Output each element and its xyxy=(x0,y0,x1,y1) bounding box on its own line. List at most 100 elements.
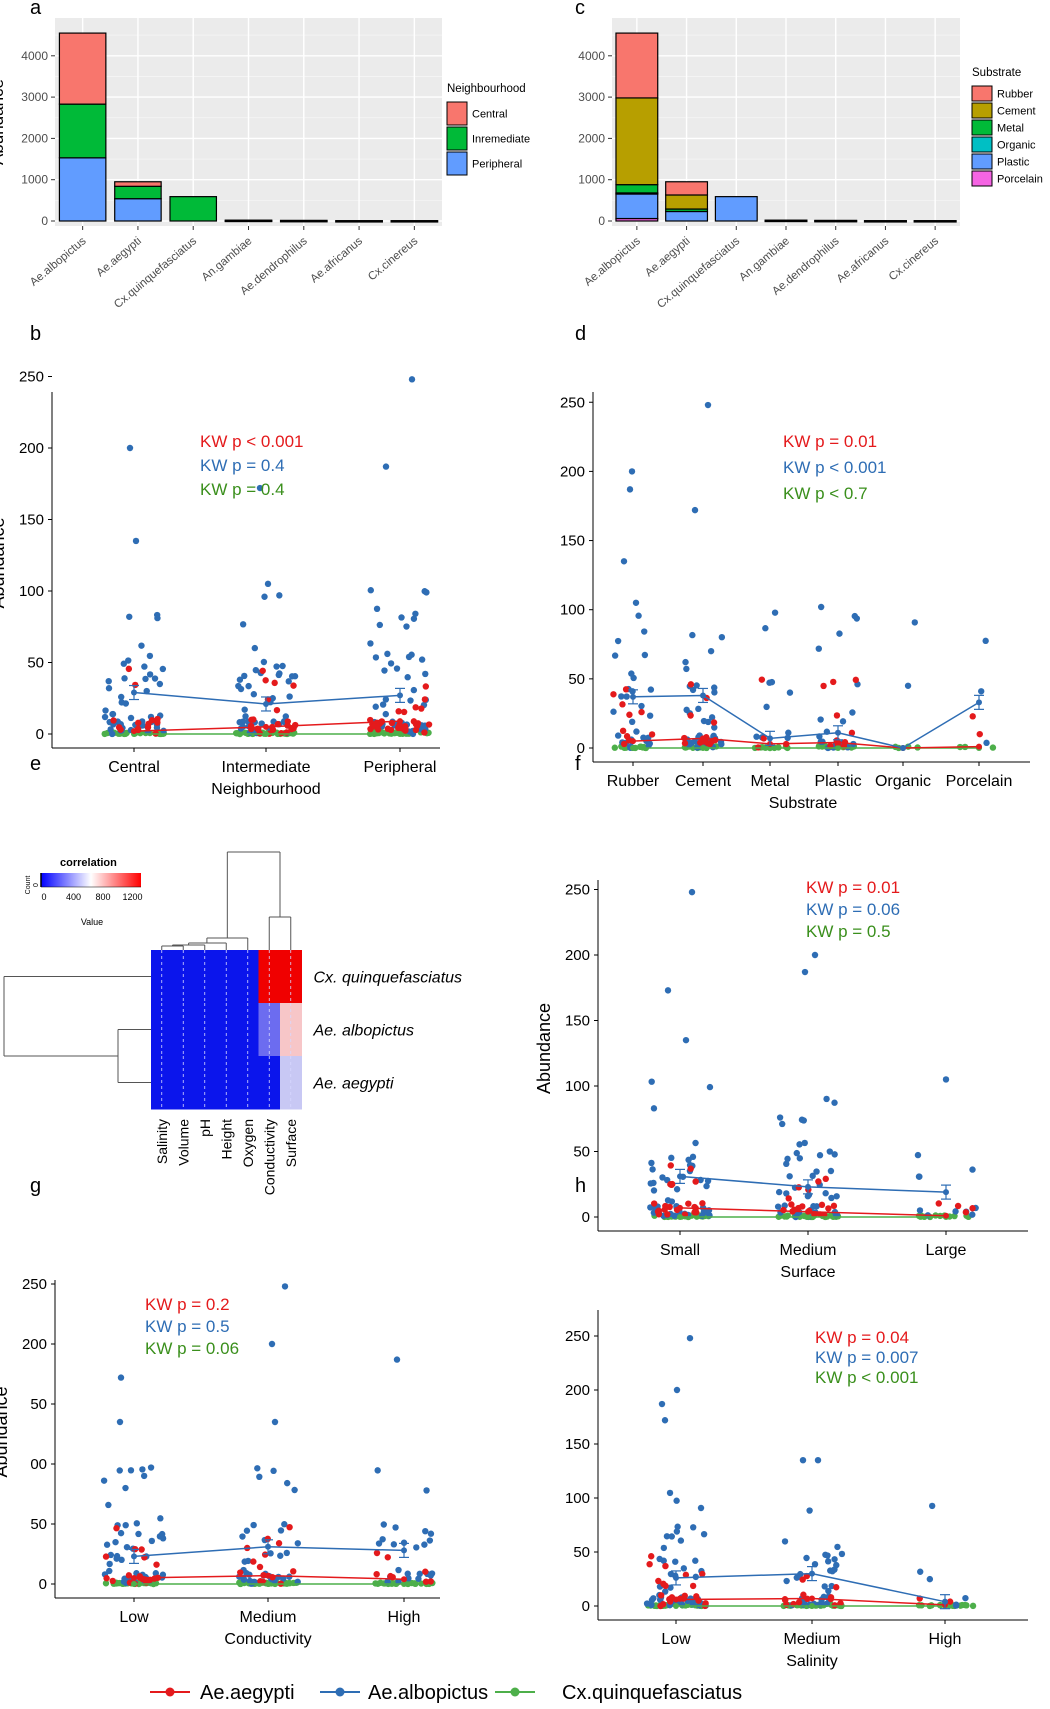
point-albopictus xyxy=(418,656,426,663)
bar-segment xyxy=(665,181,709,196)
point-albopictus xyxy=(423,1487,430,1494)
point-albopictus xyxy=(159,665,167,673)
point-albopictus xyxy=(703,1182,710,1190)
mean-marker-aegypti xyxy=(630,738,636,745)
point-albopictus xyxy=(660,1544,668,1552)
point-aegypti xyxy=(687,712,694,719)
point-albopictus xyxy=(105,1501,112,1509)
panel-label-d: d xyxy=(575,323,586,345)
point-albopictus xyxy=(415,1575,422,1582)
legend-title: Substrate xyxy=(972,67,1021,79)
mean-marker-aegypti xyxy=(835,739,841,746)
point-albopictus-outlier xyxy=(626,486,634,493)
point-aegypti xyxy=(655,1577,662,1585)
point-albopictus-outlier xyxy=(682,1036,690,1044)
x-tick-label: Central xyxy=(108,759,160,776)
point-albopictus xyxy=(849,709,856,716)
point-albopictus xyxy=(412,610,419,617)
y-tick-label: 150 xyxy=(565,1436,590,1453)
kw-label: KW p < 0.001 xyxy=(200,432,303,451)
point-quinquefasciatus xyxy=(411,1580,418,1587)
point-aegypti xyxy=(681,740,689,747)
point-albopictus xyxy=(623,693,630,700)
point-aegypti xyxy=(969,713,976,720)
mean-marker-quinque xyxy=(263,731,269,737)
point-albopictus xyxy=(380,1521,387,1528)
x-tick-label: Rubber xyxy=(607,773,660,790)
point-aegypti xyxy=(259,667,266,674)
point-albopictus xyxy=(140,1472,148,1480)
point-aegypti xyxy=(852,676,860,684)
bar-segment xyxy=(665,210,709,222)
point-albopictus-outlier xyxy=(664,987,672,994)
point-albopictus xyxy=(831,1151,838,1158)
point-albopictus xyxy=(105,677,112,685)
bar-segment xyxy=(863,220,907,223)
point-albopictus xyxy=(288,673,296,680)
point-albopictus xyxy=(273,663,280,670)
point-albopictus xyxy=(100,1477,108,1484)
point-albopictus xyxy=(628,718,636,726)
point-albopictus-outlier xyxy=(620,558,628,565)
x-tick-label: Cement xyxy=(675,773,732,790)
x-tick-label: High xyxy=(388,1609,421,1626)
x-tick-label: Medium xyxy=(240,1609,297,1626)
legend-swatch xyxy=(971,102,993,119)
point-aegypti xyxy=(699,1200,706,1207)
bar-segment xyxy=(114,198,162,222)
point-aegypti xyxy=(780,1206,787,1214)
point-albopictus xyxy=(819,738,826,745)
kw-label: KW p = 0.2 xyxy=(145,1295,230,1314)
mean-marker-aegypti xyxy=(976,743,982,750)
point-albopictus xyxy=(827,1167,835,1175)
point-albopictus xyxy=(382,696,390,703)
point-albopictus xyxy=(673,1497,680,1504)
point-albopictus xyxy=(122,1521,129,1529)
bar-chart-c: 0 1000 2000 3000 4000 Ae.albopictus Ae.aegypti… xyxy=(578,18,1043,311)
bar-segment xyxy=(615,193,659,220)
bar-segment xyxy=(714,196,758,222)
mean-marker-aegypti xyxy=(131,1575,137,1581)
point-albopictus xyxy=(977,688,985,695)
point-albopictus xyxy=(685,1156,692,1164)
point-aegypti xyxy=(650,1200,658,1207)
point-albopictus xyxy=(809,1172,816,1180)
point-aegypti xyxy=(421,696,429,703)
bar-segment xyxy=(114,185,162,200)
point-aegypti xyxy=(758,676,766,683)
point-albopictus xyxy=(121,675,128,682)
point-albopictus xyxy=(281,1521,288,1528)
scatter-chart-b: 0 50 100 150 200 250 Central Intermediate Periph… xyxy=(0,369,440,798)
point-albopictus xyxy=(427,1530,435,1537)
point-albopictus xyxy=(834,1543,841,1551)
point-albopictus xyxy=(815,645,822,652)
point-aegypti xyxy=(102,1553,110,1560)
y-tick-label: 1000 xyxy=(21,173,48,187)
point-albopictus xyxy=(826,1148,833,1155)
point-albopictus xyxy=(836,630,843,637)
point-albopictus xyxy=(674,1523,681,1530)
mean-marker-quinque xyxy=(401,1581,407,1587)
point-albopictus xyxy=(667,1584,674,1591)
point-albopictus xyxy=(374,1467,381,1474)
legend-title: Neighbourhood xyxy=(447,83,526,95)
y-tick-label: 4000 xyxy=(578,49,605,63)
point-albopictus xyxy=(113,1555,120,1562)
point-aegypti xyxy=(395,708,402,715)
point-albopictus xyxy=(410,686,418,694)
point-albopictus xyxy=(904,682,912,689)
point-albopictus xyxy=(817,716,824,723)
point-albopictus xyxy=(146,671,154,678)
y-axis-title: Abundance xyxy=(0,517,8,608)
point-aegypti xyxy=(103,1575,110,1582)
x-tick-label: Low xyxy=(661,1631,691,1648)
point-albopictus xyxy=(105,685,113,692)
point-albopictus xyxy=(628,670,635,677)
point-albopictus xyxy=(614,637,622,645)
point-albopictus-outlier xyxy=(281,1283,289,1290)
kw-label: KW p = 0.5 xyxy=(806,922,891,941)
point-aegypti xyxy=(619,727,627,735)
point-albopictus xyxy=(122,1484,129,1492)
point-albopictus xyxy=(395,1566,402,1574)
point-albopictus xyxy=(282,713,290,720)
